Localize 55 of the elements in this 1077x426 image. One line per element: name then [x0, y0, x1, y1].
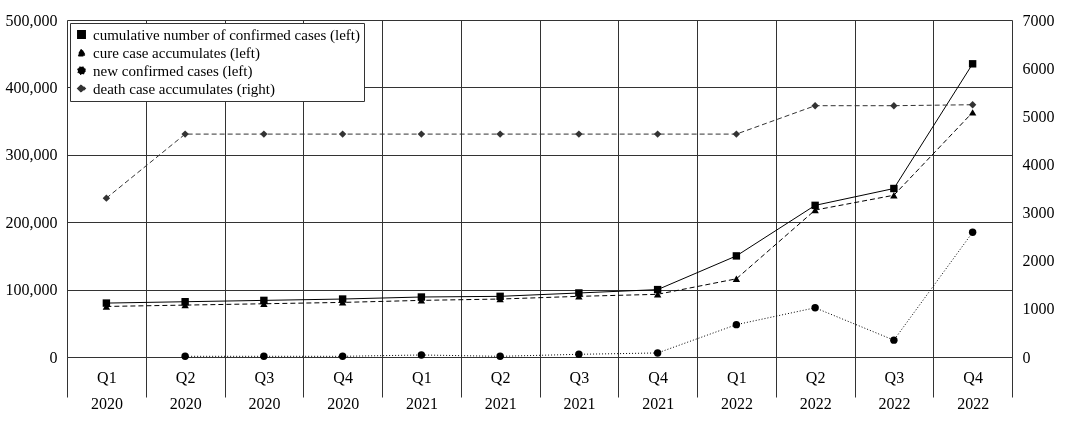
y-tick-label: 200,000	[5, 213, 58, 231]
x-tick-label: Q4 2021	[642, 368, 675, 412]
point	[496, 352, 504, 361]
x-tick-label: Q1 2020	[90, 368, 123, 412]
y2-tick-label: 0	[1022, 348, 1031, 366]
point	[338, 352, 347, 361]
y2-tick-label: 6000	[1022, 59, 1055, 77]
point	[890, 184, 898, 193]
x-tick-label: Q3 2021	[563, 368, 596, 412]
point	[417, 130, 426, 138]
point	[811, 101, 819, 110]
x-tick-label: Q3 2020	[248, 368, 281, 412]
point	[890, 101, 898, 110]
point	[811, 304, 819, 312]
legend-label: death case accumulates (right)	[93, 80, 275, 98]
y2-tick-label: 1000	[1022, 300, 1055, 318]
point	[653, 349, 662, 357]
point	[968, 101, 977, 109]
x-tick-label: Q4 2022	[957, 368, 990, 412]
x-tick-label: Q4 2020	[327, 368, 360, 412]
y2-tick-label: 5000	[1022, 107, 1055, 125]
x-tick-label: Q1 2022	[720, 368, 753, 412]
point	[811, 201, 819, 210]
y2-tick-label: 7000	[1022, 11, 1055, 29]
x-tick-label: Q2 2020	[169, 368, 202, 412]
legend-label: new confirmed cases (left)	[93, 62, 253, 80]
legend-label: cure case accumulates (left)	[93, 44, 260, 62]
y-tick-label: 500,000	[5, 11, 58, 29]
y2-tick-label: 4000	[1022, 155, 1055, 173]
point	[653, 130, 662, 138]
point	[732, 252, 741, 260]
point	[732, 130, 741, 138]
point	[575, 350, 583, 358]
x-tick-label: Q1 2021	[405, 368, 438, 412]
x-tick-label: Q2 2022	[799, 368, 832, 412]
y-tick-label: 100,000	[5, 281, 58, 299]
point	[968, 228, 977, 237]
point	[732, 275, 741, 283]
point	[968, 60, 977, 68]
point	[417, 351, 426, 359]
x-tick-label: Q2 2021	[484, 368, 517, 412]
point	[181, 352, 189, 361]
y-tick-label: 400,000	[5, 78, 58, 96]
point	[102, 194, 111, 202]
y2-tick-label: 2000	[1022, 252, 1055, 270]
point	[260, 352, 268, 361]
y-tick-label: 0	[49, 348, 58, 366]
y-tick-label: 300,000	[5, 146, 58, 164]
point	[890, 336, 898, 344]
point	[338, 130, 347, 138]
legend-label: cumulative number of confirmed cases (left)	[93, 26, 360, 44]
y2-tick-label: 3000	[1022, 204, 1055, 222]
x-tick-label: Q3 2022	[878, 368, 911, 412]
point	[968, 109, 977, 116]
point	[732, 320, 741, 329]
